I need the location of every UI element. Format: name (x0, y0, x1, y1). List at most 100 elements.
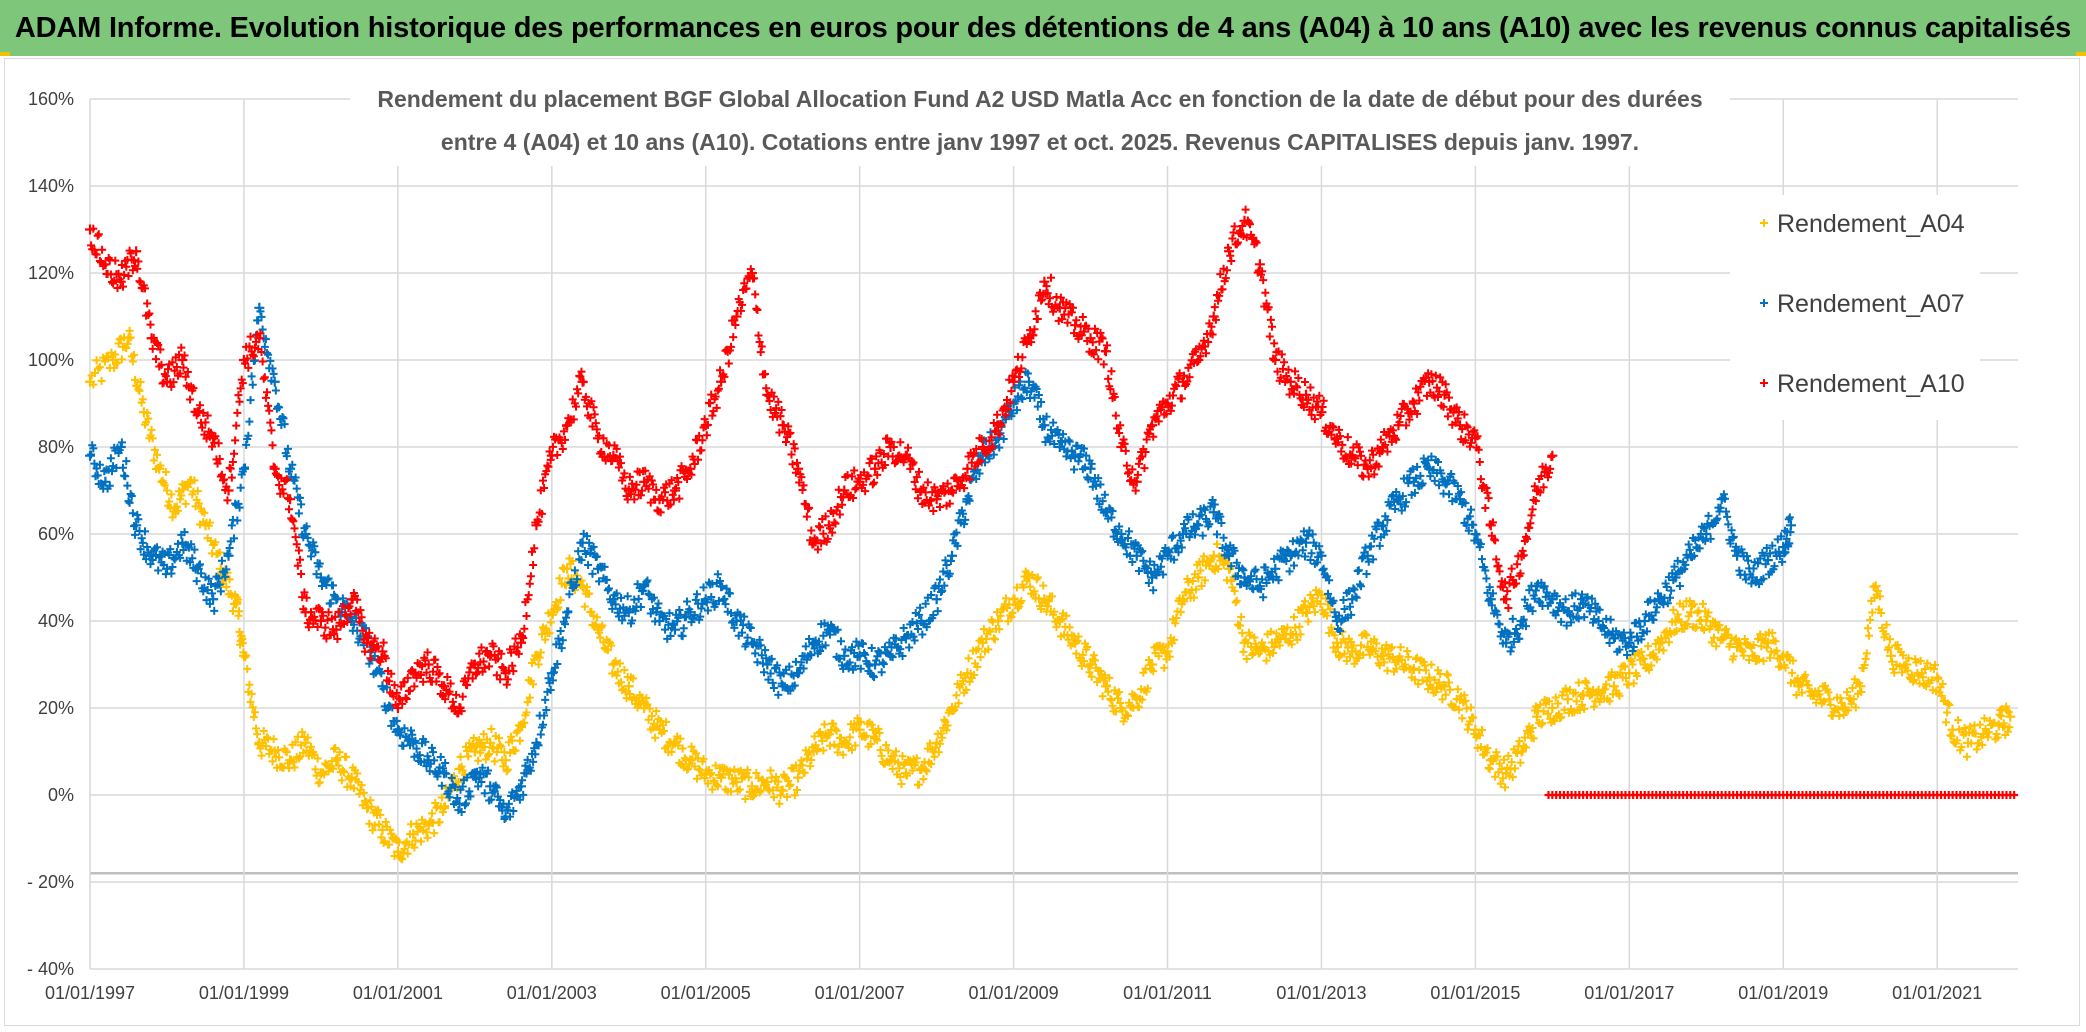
y-tick-label: 20% (38, 698, 74, 718)
data-point-dense (370, 821, 379, 830)
data-point-dense (513, 726, 522, 735)
data-point-dense (1690, 600, 1699, 609)
data-point-dense (756, 786, 765, 795)
data-point-dense (526, 572, 535, 581)
data-point-dense (1083, 643, 1092, 652)
data-point-dense (1510, 764, 1519, 773)
data-point-dense (1335, 653, 1344, 662)
data-point-dense (1572, 697, 1581, 706)
data-point-dense (922, 767, 931, 776)
data-point-dense (1361, 630, 1370, 639)
data-point-dense (243, 664, 252, 673)
data-point-dense (1962, 752, 1971, 761)
data-point-dense (1466, 703, 1475, 712)
data-point-dense (419, 677, 428, 686)
data-point-dense (194, 499, 203, 508)
data-point-dense (1296, 630, 1305, 639)
data-point-dense (473, 668, 482, 677)
data-point-dense (231, 436, 240, 445)
data-point-dense (1501, 783, 1510, 792)
data-point-dense (1507, 758, 1516, 767)
data-point-dense (1680, 624, 1689, 633)
data-point-dense (1064, 635, 1073, 644)
data-point (439, 803, 450, 814)
data-point-dense (1496, 779, 1505, 788)
data-point-dense (1984, 728, 1993, 737)
data-point-dense (250, 708, 259, 717)
data-point-dense (1715, 621, 1724, 630)
data-point-dense (1010, 594, 1019, 603)
data-point-dense (376, 810, 385, 819)
data-point-dense (891, 747, 900, 756)
data-point-dense (663, 742, 672, 751)
data-point-dense (1200, 576, 1209, 585)
data-point-dense (537, 630, 546, 639)
data-point (269, 463, 280, 474)
data-point-dense (259, 726, 268, 735)
data-point-dense (495, 734, 504, 743)
data-point-dense (829, 719, 838, 728)
data-point-dense (1561, 595, 1570, 604)
data-point-dense (111, 350, 120, 359)
data-point-dense (676, 734, 685, 743)
chart-title: Rendement du placement BGF Global Alloca… (350, 80, 1730, 166)
data-point-dense (1188, 577, 1197, 586)
data-point-dense (979, 625, 988, 634)
data-point-dense (1726, 639, 1735, 648)
data-point-dense (1685, 597, 1694, 606)
data-point-dense (911, 758, 920, 767)
data-point-dense (290, 524, 299, 533)
data-point (1254, 259, 1265, 270)
data-point-dense (123, 481, 132, 490)
data-point-dense (1629, 679, 1638, 688)
data-point-dense (1475, 731, 1484, 740)
data-point-dense (245, 680, 254, 689)
data-point-dense (258, 357, 267, 366)
data-point-dense (831, 519, 840, 528)
data-point-dense (1843, 688, 1852, 697)
data-point-dense (781, 438, 790, 447)
data-point-dense (1103, 681, 1112, 690)
data-point-dense (876, 746, 885, 755)
data-point-dense (993, 410, 1002, 419)
data-point-dense (752, 304, 761, 313)
data-point-dense (1582, 678, 1591, 687)
data-point (500, 755, 511, 766)
data-point-dense (850, 719, 859, 728)
data-point-dense (1454, 705, 1463, 714)
data-point-dense (1261, 288, 1270, 297)
data-point-dense (520, 624, 529, 633)
data-point-dense (1396, 643, 1405, 652)
data-point-dense (1272, 629, 1281, 638)
data-point-dense (1873, 587, 1882, 596)
data-point-dense (227, 521, 236, 530)
data-point-dense (143, 299, 152, 308)
data-point-dense (690, 762, 699, 771)
data-point-dense (1895, 662, 1904, 671)
data-point-dense (1430, 675, 1439, 684)
data-point-dense (259, 374, 268, 383)
data-point-dense (648, 723, 657, 732)
data-point-dense (1545, 697, 1554, 706)
data-point-dense (744, 773, 753, 782)
data-point-dense (1709, 633, 1718, 642)
data-point-dense (1526, 727, 1535, 736)
data-point-dense (1065, 437, 1074, 446)
data-point-dense (706, 399, 715, 408)
data-point-dense (798, 485, 807, 494)
data-point-dense (800, 768, 809, 777)
data-point-dense (1797, 688, 1806, 697)
data-point-dense (1893, 640, 1902, 649)
data-point-dense (1123, 711, 1132, 720)
data-point (1439, 681, 1450, 692)
data-point-dense (1393, 657, 1402, 666)
data-point-dense (367, 802, 376, 811)
data-point-dense (1731, 634, 1740, 643)
data-point (285, 494, 296, 505)
data-point-dense (1310, 608, 1319, 617)
data-point-dense (1744, 556, 1753, 565)
y-tick-label: 120% (28, 263, 74, 283)
data-point-dense (806, 762, 815, 771)
data-point-dense (1346, 652, 1355, 661)
data-point-dense (1350, 659, 1359, 668)
